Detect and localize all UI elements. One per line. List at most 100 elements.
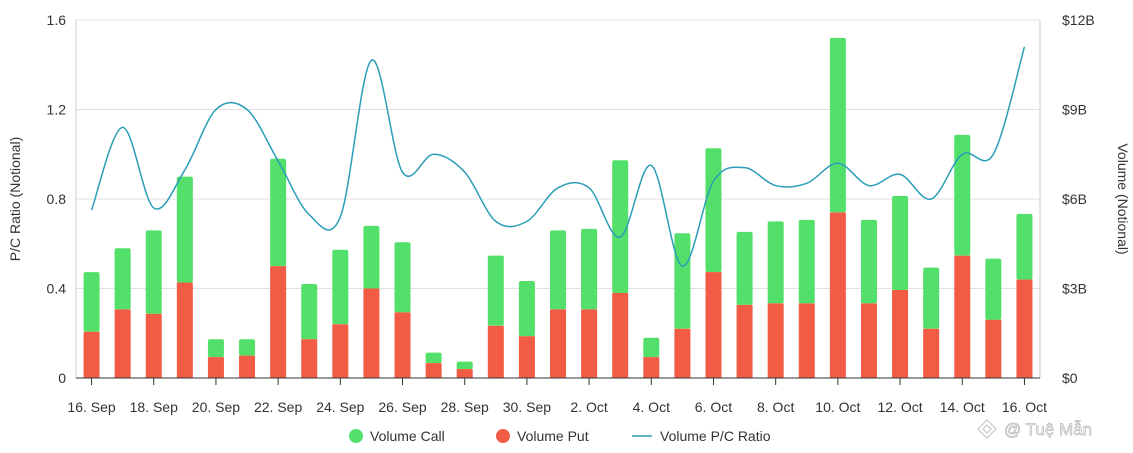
bar-call[interactable]	[239, 339, 256, 356]
x-axis-ticks: 16. Sep 18. Sep 20. Sep 22. Sep 24. Sep 26. S…	[67, 378, 1047, 415]
bar-put[interactable]	[1016, 279, 1033, 378]
bar-put[interactable]	[363, 288, 380, 379]
left-tick-label: 0.8	[47, 191, 67, 207]
legend-item-ratio[interactable]: Volume P/C Ratio	[632, 428, 771, 444]
bar-put[interactable]	[829, 212, 846, 378]
bar-call[interactable]	[456, 361, 473, 370]
watermark-logo-icon	[977, 419, 997, 439]
bar-put[interactable]	[394, 312, 411, 378]
left-tick-label: 0	[58, 370, 66, 386]
bar-put[interactable]	[425, 363, 442, 378]
x-tick-label: 14. Oct	[940, 399, 985, 415]
left-tick-label: 0.4	[47, 281, 67, 297]
bar-call[interactable]	[923, 267, 940, 329]
x-tick-label: 16. Sep	[67, 399, 115, 415]
bar-call[interactable]	[612, 160, 629, 293]
bar-call[interactable]	[518, 281, 535, 337]
bar-call[interactable]	[301, 284, 318, 340]
bar-put[interactable]	[83, 331, 100, 378]
bar-call[interactable]	[270, 158, 287, 267]
bar-call[interactable]	[767, 221, 784, 304]
legend[interactable]: Volume Call Volume Put Volume P/C Ratio	[349, 428, 771, 444]
bar-put[interactable]	[550, 309, 566, 378]
right-tick-label: $9B	[1062, 102, 1087, 118]
legend-put-marker	[496, 429, 510, 443]
right-tick-label: $0	[1062, 370, 1078, 386]
bar-put[interactable]	[145, 313, 162, 378]
bar-put[interactable]	[674, 328, 691, 378]
bar-call[interactable]	[425, 352, 442, 364]
bar-put[interactable]	[705, 272, 722, 378]
bar-put[interactable]	[923, 328, 940, 378]
bar-call[interactable]	[363, 225, 380, 289]
bar-put[interactable]	[456, 369, 473, 378]
bar-call[interactable]	[674, 233, 691, 329]
x-tick-label: 24. Sep	[316, 399, 364, 415]
legend-call-marker	[349, 429, 363, 443]
bar-call[interactable]	[954, 134, 971, 256]
bar-call[interactable]	[332, 249, 349, 325]
bar-call[interactable]	[176, 176, 193, 283]
bars	[83, 37, 1033, 379]
bar-put[interactable]	[954, 255, 971, 378]
bar-call[interactable]	[798, 219, 815, 304]
legend-item-call[interactable]: Volume Call	[349, 428, 445, 444]
right-tick-label: $12B	[1062, 12, 1095, 28]
bar-put[interactable]	[487, 325, 504, 378]
bar-put[interactable]	[860, 303, 877, 378]
bar-put[interactable]	[332, 324, 349, 378]
watermark: @ Tuệ Mẫn	[977, 419, 1093, 439]
bar-put[interactable]	[581, 309, 598, 378]
bar-call[interactable]	[114, 248, 131, 310]
bar-call[interactable]	[83, 272, 100, 332]
bar-put[interactable]	[798, 303, 815, 378]
ratio-line-path[interactable]	[90, 46, 1026, 267]
bar-call[interactable]	[829, 37, 846, 213]
bar-put[interactable]	[612, 292, 629, 378]
bar-put[interactable]	[518, 336, 535, 378]
bar-put[interactable]	[736, 304, 753, 378]
legend-call-label: Volume Call	[370, 428, 445, 444]
bar-call[interactable]	[550, 230, 566, 310]
bar-call[interactable]	[145, 230, 162, 314]
bar-call[interactable]	[1016, 213, 1033, 280]
bar-put[interactable]	[114, 309, 131, 378]
bar-call[interactable]	[643, 337, 660, 358]
right-axis-ticks: $0 $3B $6B $9B $12B	[1062, 12, 1095, 386]
left-tick-label: 1.2	[47, 102, 67, 118]
legend-put-label: Volume Put	[517, 428, 589, 444]
bar-put[interactable]	[301, 339, 318, 378]
bar-call[interactable]	[705, 148, 722, 273]
x-tick-label: 4. Oct	[633, 399, 670, 415]
bar-put[interactable]	[985, 319, 1002, 378]
bar-put[interactable]	[643, 357, 660, 378]
ratio-line	[90, 46, 1026, 267]
bar-put[interactable]	[239, 355, 256, 378]
bar-put[interactable]	[270, 266, 287, 378]
legend-item-put[interactable]: Volume Put	[496, 428, 589, 444]
bar-call[interactable]	[892, 196, 909, 290]
left-tick-label: 1.6	[47, 12, 67, 28]
bar-put[interactable]	[767, 303, 784, 378]
bar-call[interactable]	[207, 339, 224, 358]
bar-put[interactable]	[207, 357, 224, 378]
bar-call[interactable]	[394, 242, 411, 313]
bar-call[interactable]	[736, 231, 753, 305]
x-tick-label: 10. Oct	[815, 399, 860, 415]
right-tick-label: $3B	[1062, 281, 1087, 297]
bar-call[interactable]	[860, 219, 877, 304]
bar-put[interactable]	[176, 282, 193, 378]
x-tick-label: 2. Oct	[570, 399, 607, 415]
x-tick-label: 28. Sep	[441, 399, 489, 415]
right-axis-title: Volume (Notional)	[1115, 143, 1131, 254]
x-tick-label: 20. Sep	[192, 399, 240, 415]
left-axis-ticks: 0 0.4 0.8 1.2 1.6	[47, 12, 67, 386]
bar-put[interactable]	[892, 289, 909, 378]
x-tick-label: 8. Oct	[757, 399, 794, 415]
bar-call[interactable]	[487, 255, 504, 326]
bar-call[interactable]	[581, 228, 598, 310]
legend-ratio-label: Volume P/C Ratio	[660, 428, 771, 444]
bar-call[interactable]	[985, 258, 1002, 320]
